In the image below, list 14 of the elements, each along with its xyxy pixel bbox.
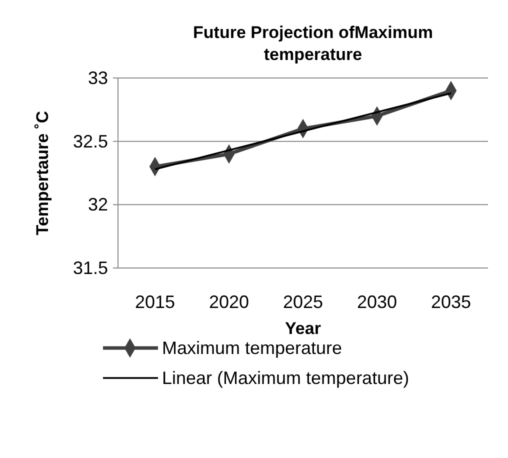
y-tick-label: 31.5 — [72, 258, 108, 278]
legend-label: Maximum temperature — [162, 338, 342, 358]
x-tick-label: 2020 — [208, 292, 250, 312]
y-tick-label: 33 — [88, 68, 108, 88]
x-tick-label: 2035 — [430, 292, 472, 312]
x-tick-label: 2025 — [282, 292, 324, 312]
x-tick-label: 2015 — [134, 292, 176, 312]
x-tick-label: 2030 — [356, 292, 398, 312]
chart-title: Future Projection ofMaximum temperature — [193, 23, 433, 64]
y-tick-label: 32.5 — [72, 131, 108, 152]
legend-label: Linear (Maximum temperature) — [162, 368, 410, 388]
y-axis-title: Tempertaure ˚C — [33, 110, 52, 236]
x-axis-title: Year — [285, 319, 322, 338]
y-tick-label: 32 — [88, 194, 108, 215]
